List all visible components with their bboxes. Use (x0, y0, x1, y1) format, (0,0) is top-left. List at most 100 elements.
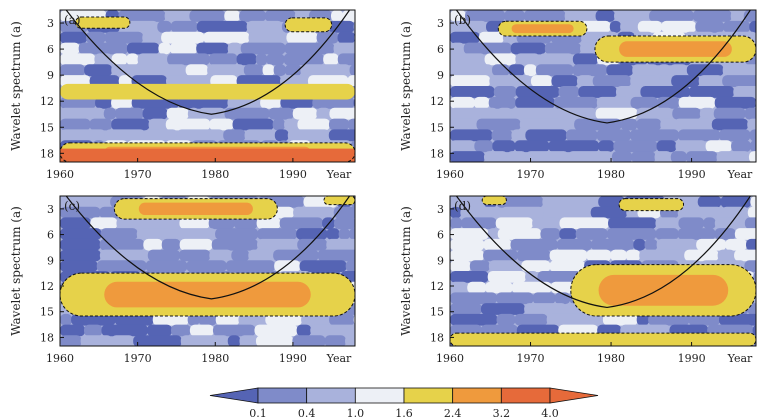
spectrum-cell (551, 75, 578, 87)
significance-contour (450, 332, 756, 346)
high-power-region (619, 198, 684, 211)
spectrum-cell (450, 313, 498, 326)
peak-power-band (60, 148, 355, 162)
spectrum-cell (733, 86, 756, 98)
spectrum-cell (169, 42, 198, 55)
spectrum-cell (671, 75, 700, 87)
spectrum-cell (530, 75, 553, 87)
spectrum-cell (559, 217, 610, 230)
panel-label: (a) (64, 13, 81, 27)
panel-label: (c) (64, 199, 80, 213)
spectrum-cell (246, 20, 283, 33)
spectrum-cell (84, 196, 112, 208)
spectrum-cell (60, 196, 86, 208)
spectrum-cell (549, 249, 588, 262)
spectrum-cell (279, 217, 324, 230)
spectrum-cell (257, 228, 298, 240)
spectrum-cell (491, 129, 513, 142)
spectrum-cell (238, 313, 267, 326)
colorbar-tick-label: 2.4 (444, 407, 462, 418)
spectrum-cell (755, 99, 756, 107)
spectrum-cell (104, 129, 146, 142)
spectrum-cell (636, 118, 662, 131)
spectrum-cell (60, 217, 92, 230)
spectrum-cell (493, 86, 517, 98)
spectrum-cell (126, 42, 160, 55)
spectrum-cell (596, 96, 632, 109)
spectrum-cell (483, 151, 508, 162)
spectrum-cell (264, 10, 296, 22)
spectrum-cell (565, 129, 598, 142)
spectrum-cell (744, 260, 756, 272)
spectrum-cell (636, 313, 650, 326)
high-power-core (598, 274, 729, 306)
spectrum-cell (256, 217, 281, 230)
spectrum-cell (450, 75, 491, 87)
high-power-core (104, 281, 311, 308)
spectrum-cell (574, 118, 622, 131)
cone-of-influence (455, 196, 751, 309)
x-tick-label: 1990 (279, 168, 307, 181)
spectrum-cell (655, 217, 680, 230)
colorbar-arrow-low (209, 387, 259, 404)
y-tick-label: 3 (437, 203, 444, 216)
spectrum-cell (743, 10, 756, 22)
spectrum-cell (508, 64, 525, 77)
x-tick-label: 1970 (124, 352, 152, 365)
spectrum-cell (611, 151, 633, 162)
spectrum-cell (231, 249, 250, 262)
spectrum-cell (101, 324, 148, 337)
spectrum-cell (347, 75, 355, 87)
spectrum-cell (644, 238, 658, 251)
spectrum-cell (474, 206, 503, 219)
spectrum-cell (342, 10, 355, 22)
x-tick-label: Year (727, 168, 753, 181)
spectrum-cell (450, 228, 489, 240)
spectrum-cell (625, 249, 641, 262)
spectrum-cell (317, 249, 355, 262)
spectrum-cell (631, 151, 656, 162)
spectrum-cell (334, 217, 355, 230)
spectrum-cell (240, 42, 286, 55)
spectrum-cell (60, 313, 73, 326)
spectrum-cell (104, 31, 144, 44)
spectrum-cell (208, 217, 235, 230)
spectrum-cell (94, 53, 113, 66)
significance-contour (594, 35, 756, 63)
spectrum-cell (506, 151, 527, 162)
spectrum-cell (159, 217, 181, 230)
spectrum-cell (450, 140, 476, 153)
y-tick-label: 9 (437, 254, 444, 267)
spectrum-cell (488, 96, 517, 109)
spectrum-cell (717, 249, 736, 262)
significance-contour (60, 142, 355, 162)
spectrum-cell (538, 53, 574, 66)
spectrum-cell (236, 53, 257, 66)
spectrum-cell (592, 75, 632, 87)
spectrum-cell (602, 313, 638, 326)
spectrum-cell (656, 238, 698, 251)
spectrum-cell (333, 42, 355, 55)
spectrum-cell (90, 217, 118, 230)
high-power-region (482, 196, 507, 205)
spectrum-cell (496, 196, 544, 208)
y-tick-label: 15 (40, 121, 54, 134)
spectrum-cell (136, 228, 174, 240)
spectrum-cell (649, 10, 694, 22)
spectrum-cell (510, 238, 558, 251)
spectrum-cell (326, 238, 355, 251)
significance-contour (618, 198, 685, 212)
spectrum-cell (268, 107, 294, 120)
colorbar-tick-label: 0.1 (249, 407, 267, 418)
spectrum-cell (523, 10, 566, 22)
spectrum-cell (746, 238, 756, 251)
spectrum-cell (133, 335, 182, 346)
spectrum-cell (595, 10, 616, 22)
cone-of-influence (65, 10, 351, 115)
spectrum-cell (688, 313, 721, 326)
spectrum-cell (648, 313, 690, 326)
spectrum-cell (450, 303, 482, 315)
spectrum-cell (71, 313, 116, 326)
spectrum-cell (487, 228, 499, 240)
spectrum-cell (186, 260, 227, 272)
